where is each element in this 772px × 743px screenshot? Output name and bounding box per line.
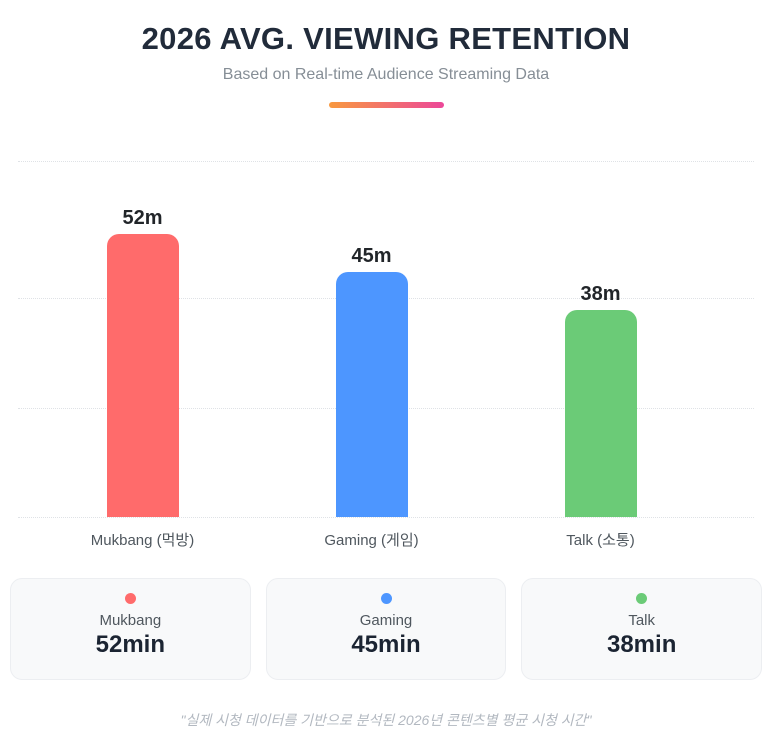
- bar-value-label: 45m: [351, 244, 392, 267]
- card-name: Mukbang: [99, 611, 162, 629]
- bar-column-gaming: 45m: [257, 133, 486, 517]
- mukbang-legend-dot-icon: [124, 592, 136, 604]
- bars-row: 52m 45m 38m: [28, 133, 715, 517]
- card-value: 38min: [606, 630, 677, 658]
- bar-value-label: 38m: [580, 282, 621, 305]
- footer-quote: "실제 시청 데이터를 기반으로 분석된 2026년 콘텐츠별 평균 시청 시간…: [180, 711, 592, 728]
- bar-talk: [564, 309, 637, 517]
- bar-chart: 52m 45m 38m Mukbang (먹방) Gaming (게임) Tal…: [0, 133, 772, 563]
- summary-card-gaming: Gaming 45min: [265, 577, 507, 680]
- category-label-talk: Talk (소통): [566, 531, 635, 549]
- summary-card-talk: Talk 38min: [521, 577, 763, 680]
- gridline-65min: [18, 160, 754, 162]
- bar-gaming: [335, 271, 408, 517]
- bar-column-mukbang: 52m: [28, 133, 257, 517]
- page-title: 2026 AVG. VIEWING RETENTION: [141, 21, 631, 56]
- card-value: 45min: [351, 630, 421, 658]
- card-name: Talk: [628, 611, 656, 629]
- card-name: Gaming: [359, 611, 413, 629]
- summary-cards: Mukbang 52min Gaming 45min Talk 38min: [10, 577, 763, 680]
- bar-value-label: 52m: [122, 206, 163, 229]
- bar-mukbang: [106, 233, 179, 517]
- category-label-mukbang: Mukbang (먹방): [90, 531, 195, 549]
- summary-card-mukbang: Mukbang 52min: [10, 577, 251, 680]
- talk-legend-dot-icon: [636, 592, 648, 604]
- baseline: [18, 516, 754, 518]
- gaming-legend-dot-icon: [380, 592, 392, 604]
- category-labels-row: Mukbang (먹방) Gaming (게임) Talk (소통): [28, 529, 715, 550]
- header: 2026 AVG. VIEWING RETENTION Based on Rea…: [0, 0, 772, 108]
- bar-column-talk: 38m: [486, 133, 715, 517]
- page-subtitle: Based on Real-time Audience Streaming Da…: [222, 65, 550, 83]
- accent-divider: [328, 101, 444, 108]
- card-value: 52min: [95, 630, 166, 658]
- category-label-gaming: Gaming (게임): [324, 531, 419, 549]
